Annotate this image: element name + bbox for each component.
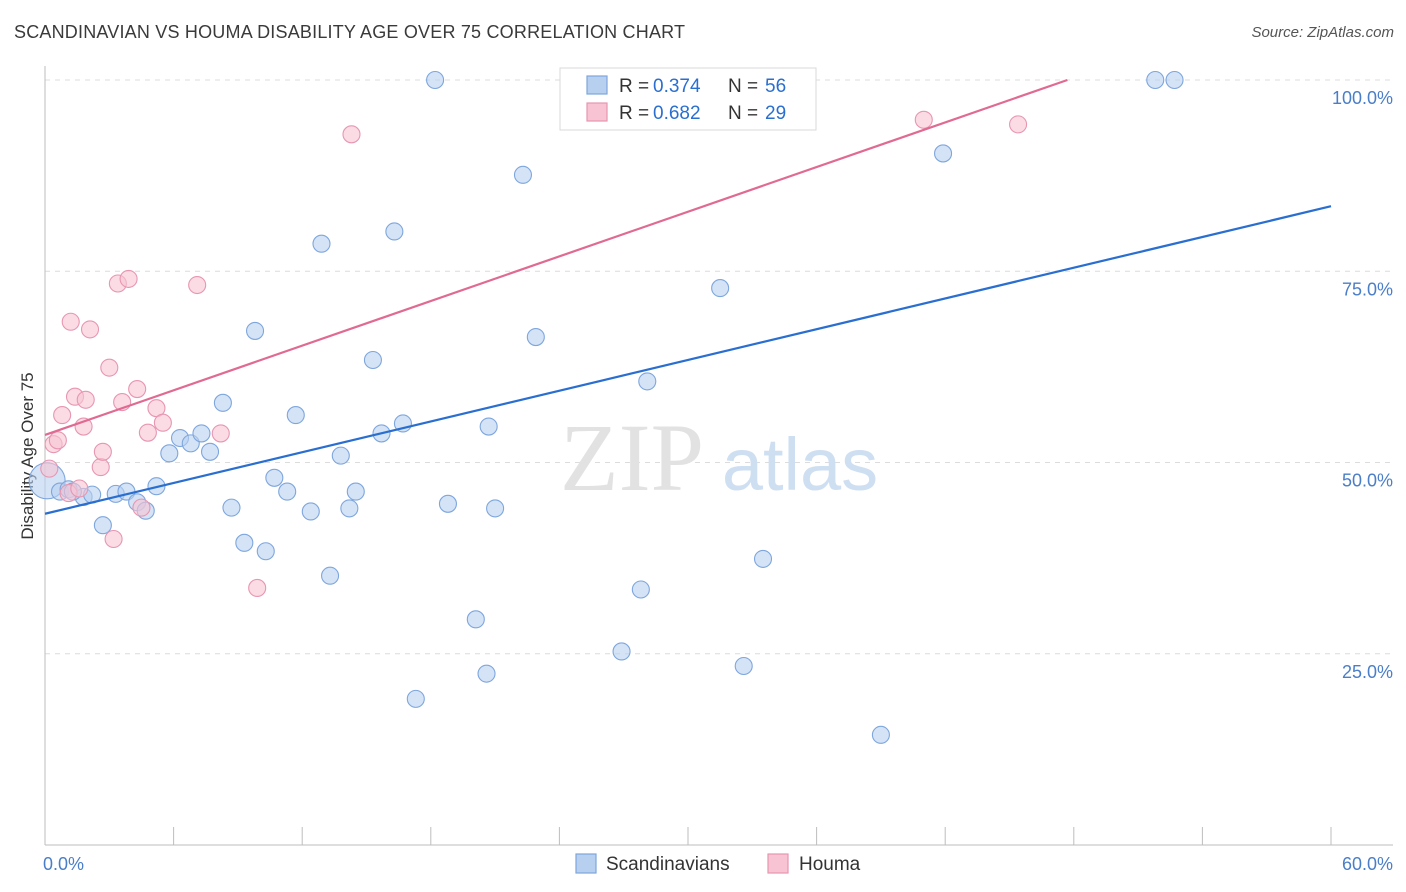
point-scandinavian — [871, 725, 890, 744]
y-tick-label: 75.0% — [1342, 279, 1393, 299]
point-scandinavian — [1165, 70, 1184, 90]
point-houma — [91, 458, 110, 477]
point-scandinavian — [612, 642, 631, 661]
watermark-zip: ZIP — [560, 404, 704, 511]
point-scandinavian — [486, 499, 505, 518]
point-scandinavian — [1146, 70, 1165, 90]
legend-r-value-pink: 0.682 — [653, 103, 701, 124]
y-tick-label: 100.0% — [1332, 88, 1393, 108]
point-houma — [132, 498, 151, 517]
point-scandinavian — [222, 498, 241, 517]
point-scandinavian — [406, 689, 425, 708]
stats-legend: R = 0.374 N = 56 R = 0.682 N = 29 — [559, 67, 817, 131]
point-scandinavian — [526, 327, 545, 347]
point-scandinavian — [192, 424, 211, 443]
x-tick-label: 0.0% — [43, 854, 84, 874]
y-tick-label: 25.0% — [1342, 662, 1393, 682]
point-scandinavian — [477, 664, 496, 683]
point-houma — [128, 380, 147, 399]
point-scandinavian — [213, 393, 232, 412]
point-scandinavian — [340, 499, 359, 518]
point-houma — [70, 479, 89, 498]
point-scandinavian — [160, 444, 179, 463]
point-houma — [48, 431, 67, 450]
series-legend: Scandinavians Houma — [575, 853, 861, 875]
point-scandinavian — [513, 165, 533, 184]
legend-swatch-scandinavians — [586, 75, 608, 95]
point-scandinavian — [479, 417, 498, 436]
point-houma — [100, 358, 119, 377]
point-scandinavian — [631, 580, 650, 599]
point-scandinavian — [301, 502, 320, 521]
legend-label-houma: Houma — [799, 854, 861, 875]
legend-swatch-scandinavians — [575, 853, 597, 874]
point-scandinavian — [638, 372, 657, 391]
point-scandinavian — [245, 321, 265, 340]
tick-labels: 25.0% 50.0% 75.0% 100.0% 0.0% 60.0% — [43, 88, 1393, 874]
data-points — [28, 70, 1184, 744]
axes — [44, 66, 1393, 846]
point-scandinavian — [363, 350, 382, 370]
point-scandinavian — [734, 656, 753, 676]
y-tick-label: 50.0% — [1342, 471, 1393, 491]
point-scandinavian — [466, 610, 485, 629]
gridlines — [45, 79, 1393, 655]
point-houma — [914, 110, 933, 129]
point-houma — [153, 413, 172, 432]
legend-swatch-houma — [586, 102, 608, 122]
point-scandinavian — [278, 482, 297, 501]
point-houma — [248, 578, 267, 598]
trend-lines — [44, 78, 1332, 515]
legend-n-label: N = — [728, 76, 758, 97]
point-houma — [211, 424, 230, 443]
source-credit: Source: ZipAtlas.com — [1251, 24, 1394, 41]
watermark-atlas: atlas — [722, 423, 878, 506]
point-scandinavian — [385, 222, 404, 241]
point-scandinavian — [256, 542, 275, 561]
point-scandinavian — [934, 144, 953, 163]
point-scandinavian — [438, 494, 457, 513]
legend-n-value-blue: 56 — [765, 76, 786, 97]
x-tick-label: 60.0% — [1342, 854, 1393, 874]
point-scandinavian — [200, 442, 220, 461]
point-scandinavian — [711, 279, 730, 298]
legend-n-value-pink: 29 — [765, 103, 786, 124]
point-scandinavian — [235, 533, 254, 552]
point-houma — [80, 320, 100, 339]
point-houma — [104, 529, 123, 549]
point-scandinavian — [93, 516, 112, 535]
point-houma — [1009, 115, 1028, 134]
point-scandinavian — [331, 446, 350, 465]
chart-title: SCANDINAVIAN VS HOUMA DISABILITY AGE OVE… — [14, 22, 686, 42]
point-houma — [61, 312, 80, 331]
legend-r-value-blue: 0.374 — [653, 76, 701, 97]
legend-r-label: R = — [619, 103, 649, 124]
legend-n-label: N = — [728, 103, 758, 124]
trend-line-scandinavians — [44, 205, 1332, 515]
legend-r-label: R = — [619, 76, 649, 97]
point-houma — [138, 423, 157, 442]
point-houma — [53, 406, 72, 425]
trend-line-houma — [44, 78, 1068, 436]
point-scandinavian — [346, 482, 365, 501]
point-houma — [93, 442, 112, 461]
point-scandinavian — [753, 549, 773, 568]
point-scandinavian — [312, 234, 331, 253]
point-scandinavian — [265, 468, 284, 487]
legend-label-scandinavians: Scandinavians — [606, 854, 730, 875]
point-houma — [119, 269, 138, 288]
point-scandinavian — [321, 566, 340, 585]
point-houma — [40, 459, 59, 478]
point-houma — [342, 125, 361, 144]
legend-swatch-houma — [767, 853, 789, 874]
point-scandinavian — [426, 70, 445, 90]
point-scandinavian — [286, 406, 305, 425]
point-houma — [188, 275, 207, 295]
point-houma — [76, 390, 95, 409]
